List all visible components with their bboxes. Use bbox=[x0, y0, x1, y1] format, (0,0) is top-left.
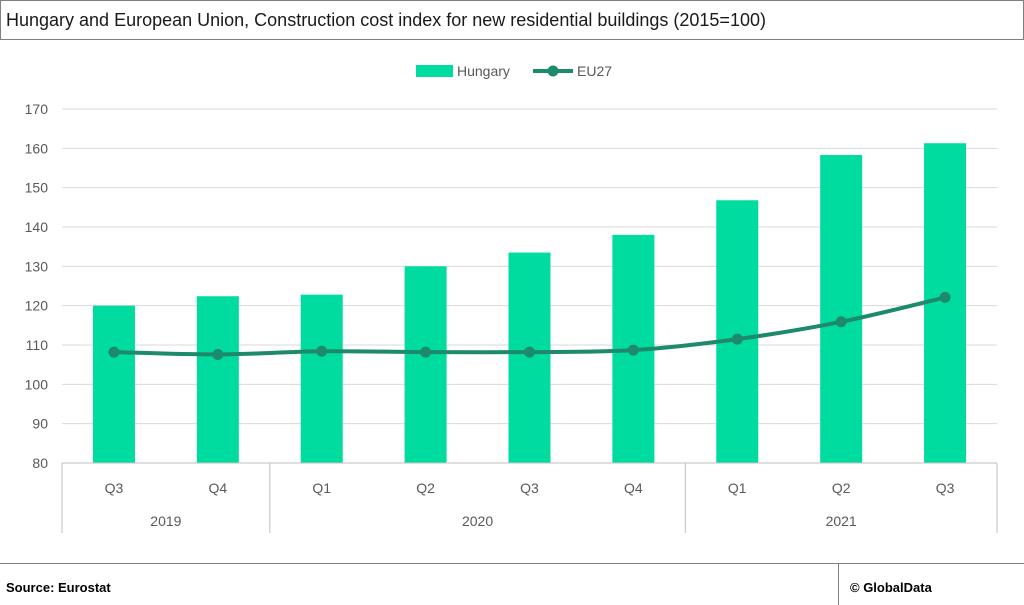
y-tick-label: 100 bbox=[25, 376, 49, 392]
x-tick-label: Q4 bbox=[624, 480, 643, 496]
point-eu27 bbox=[627, 344, 639, 356]
x-tick-label: Q1 bbox=[728, 480, 747, 496]
y-tick-label: 160 bbox=[25, 140, 49, 156]
x-tick-label: Q4 bbox=[208, 480, 227, 496]
point-eu27 bbox=[835, 316, 847, 328]
source-label: Source: Eurostat bbox=[6, 580, 111, 595]
x-tick-label: Q2 bbox=[832, 480, 851, 496]
bar-hungary bbox=[404, 266, 447, 463]
x-group-label: 2020 bbox=[462, 513, 493, 529]
point-eu27 bbox=[420, 346, 432, 358]
legend-marker-eu27 bbox=[547, 65, 559, 77]
y-tick-label: 170 bbox=[25, 101, 49, 117]
bar-hungary bbox=[92, 305, 135, 463]
point-eu27 bbox=[731, 333, 743, 345]
legend-label-hungary: Hungary bbox=[457, 63, 510, 79]
x-group-label: 2019 bbox=[150, 513, 181, 529]
legend-swatch-hungary bbox=[416, 65, 453, 77]
bar-hungary bbox=[716, 200, 759, 463]
y-tick-label: 140 bbox=[25, 219, 49, 235]
y-tick-label: 90 bbox=[32, 416, 48, 432]
bar-hungary bbox=[196, 296, 239, 463]
x-tick-label: Q3 bbox=[520, 480, 539, 496]
point-eu27 bbox=[524, 346, 535, 358]
point-eu27 bbox=[316, 345, 328, 357]
chart-svg: 80 90 100 110 120 130 140 150 160 170 Q3 Q4 Q1 Q2 Q3 Q4… bbox=[25, 63, 998, 533]
x-tick-label: Q1 bbox=[312, 480, 331, 496]
chart-area: 80 90 100 110 120 130 140 150 160 170 Q3 Q4 Q1 Q2 Q3 Q4… bbox=[0, 41, 1024, 563]
footer: Source: Eurostat © GlobalData bbox=[0, 563, 1024, 605]
y-tick-label: 80 bbox=[32, 455, 48, 471]
x-tick-label: Q3 bbox=[105, 480, 124, 496]
y-tick-label: 130 bbox=[25, 258, 49, 274]
bar-hungary bbox=[300, 294, 343, 463]
y-tick-label: 120 bbox=[25, 298, 49, 314]
point-eu27 bbox=[939, 291, 951, 303]
credit-label: © GlobalData bbox=[850, 580, 932, 595]
y-tick-label: 150 bbox=[25, 180, 49, 196]
point-eu27 bbox=[212, 348, 224, 360]
footer-divider bbox=[838, 564, 839, 605]
bar-hungary bbox=[924, 143, 967, 463]
point-eu27 bbox=[108, 346, 120, 358]
chart-title: Hungary and European Union, Construction… bbox=[6, 9, 766, 30]
chart-title-bar: Hungary and European Union, Construction… bbox=[0, 0, 1024, 40]
y-tick-label: 110 bbox=[26, 337, 49, 353]
x-tick-label: Q3 bbox=[936, 480, 955, 496]
x-tick-label: Q2 bbox=[416, 480, 435, 496]
bar-hungary bbox=[508, 252, 551, 463]
legend-label-eu27: EU27 bbox=[577, 63, 612, 79]
bar-hungary bbox=[820, 155, 863, 463]
x-group-label: 2021 bbox=[826, 513, 857, 529]
